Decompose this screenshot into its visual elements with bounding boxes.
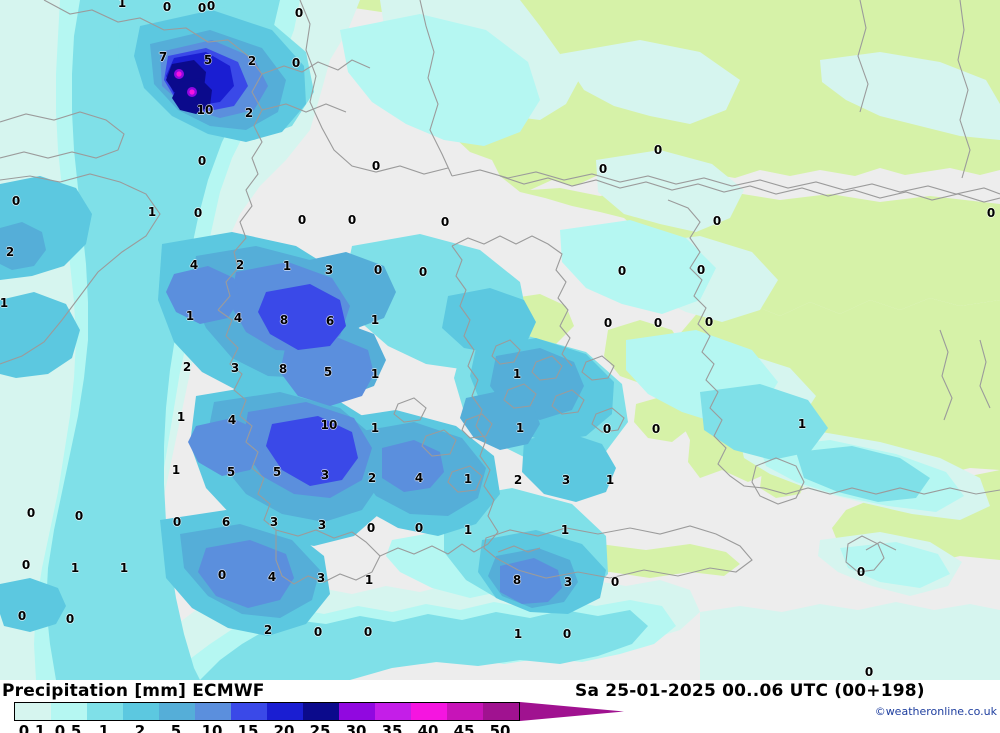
colorbar-swatch-5[interactable]: [159, 703, 195, 720]
coastline-layer: [0, 0, 1000, 585]
colorbar-swatch-35[interactable]: [375, 703, 411, 720]
colorbar-tick-40: 40: [417, 722, 439, 733]
contour-40-core: [176, 71, 195, 95]
colorbar-swatch-2[interactable]: [123, 703, 159, 720]
colorbar-swatch-30[interactable]: [339, 703, 375, 720]
colorbar-tick-25: 25: [309, 722, 331, 733]
colorbar-tick-15: 15: [237, 722, 259, 733]
colorbar-tick-50: 50: [489, 722, 511, 733]
colorbar-swatch-0.5[interactable]: [51, 703, 87, 720]
precipitation-colorbar[interactable]: 0.1 0.5 1 2 5 10 15 20 25 30 35 40 45 50: [14, 702, 624, 733]
colorbar-tick-45: 45: [453, 722, 475, 733]
colorbar-swatch-10[interactable]: [195, 703, 231, 720]
colorbar-swatch-50[interactable]: [483, 703, 519, 720]
footer-title: Precipitation [mm] ECMWF: [2, 681, 265, 701]
copyright-notice: ©weatheronline.co.uk: [874, 705, 997, 718]
colorbar-swatch-40[interactable]: [411, 703, 447, 720]
colorbar-swatch-25[interactable]: [303, 703, 339, 720]
colorbar-tick-35: 35: [381, 722, 403, 733]
colorbar-swatches[interactable]: [14, 702, 520, 721]
footer-run-date: Sa 25-01-2025 00..06 UTC (00+198): [575, 681, 925, 701]
colorbar-tick-labels: 0.1 0.5 1 2 5 10 15 20 25 30 35 40 45 50: [0, 721, 534, 733]
colorbar-tick-1: 1: [98, 722, 110, 733]
colorbar-overflow-arrow: [520, 702, 624, 721]
colorbar-tick-0.1: 0.1: [18, 722, 46, 733]
colorbar-tick-20: 20: [273, 722, 295, 733]
colorbar-tick-10: 10: [201, 722, 223, 733]
map-canvas: [0, 0, 1000, 680]
colorbar-swatch-0.1[interactable]: [15, 703, 51, 720]
colorbar-swatch-15[interactable]: [231, 703, 267, 720]
colorbar-swatch-45[interactable]: [447, 703, 483, 720]
colorbar-swatch-1[interactable]: [87, 703, 123, 720]
precipitation-map[interactable]: 0 1 0 0 0 7 5 2 0 10 2 0 0 0 0 1 0 0 0 0 2 4 2 1 3 0 0 0 1 1 4 8 6 1 0 0 2 3 8…: [0, 0, 1000, 680]
colorbar-tick-0.5: 0.5: [54, 722, 82, 733]
colorbar-tick-5: 5: [170, 722, 182, 733]
precipitation-contours: [0, 0, 1000, 680]
colorbar-tick-30: 30: [345, 722, 367, 733]
colorbar-tick-2: 2: [134, 722, 146, 733]
map-footer: Precipitation [mm] ECMWF Sa 25-01-2025 0…: [0, 680, 1000, 733]
colorbar-swatch-20[interactable]: [267, 703, 303, 720]
